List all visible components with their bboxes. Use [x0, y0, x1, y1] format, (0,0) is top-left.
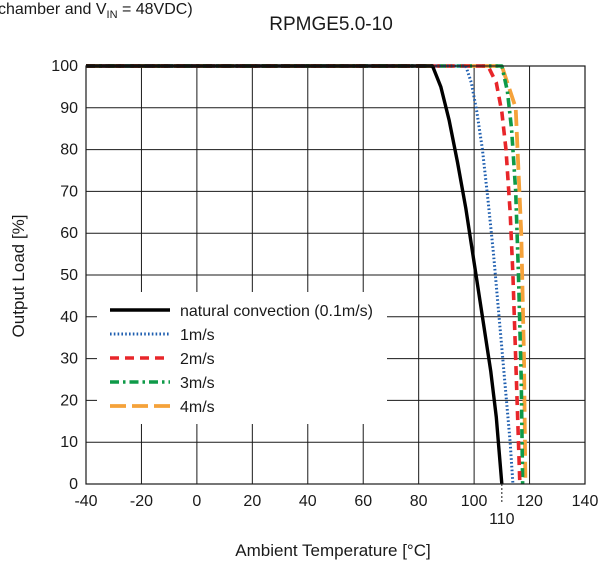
- y-tick-label: 80: [60, 142, 78, 159]
- x-tick-label: 80: [410, 493, 428, 510]
- annotation-label: 110: [489, 511, 515, 528]
- y-tick-label: 40: [60, 309, 78, 326]
- x-tick-label: 60: [354, 493, 372, 510]
- chart-title: RPMGE5.0-10: [269, 14, 393, 35]
- x-axis-ticks: -40 -20 0 20 40 60 80 100 120 140: [74, 493, 598, 510]
- y-axis-ticks: 0 10 20 30 40 50 60 70 80 90 100: [51, 58, 78, 493]
- series-line-2: [86, 64, 522, 485]
- y-tick-label: 30: [60, 351, 78, 368]
- header-fragment: chamber and VIN = 48VDC): [0, 1, 193, 21]
- series-line-3: [86, 64, 525, 485]
- legend-label-1: 1m/s: [180, 327, 215, 344]
- y-tick-label: 20: [60, 392, 78, 409]
- legend-label-2: 2m/s: [180, 351, 215, 368]
- y-tick-label: 0: [69, 476, 78, 493]
- plot-border: [85, 65, 586, 485]
- series-line-0: [86, 64, 504, 485]
- x-tick-label: 100: [461, 493, 488, 510]
- legend: natural convection (0.1m/s) 1m/s 2m/s 3m/s 4…: [97, 292, 387, 424]
- y-axis-title: Output Load [%]: [9, 215, 28, 338]
- series-line-1: [86, 64, 515, 485]
- x-tick-label: -40: [74, 493, 97, 510]
- x-tick-label: 140: [572, 493, 599, 510]
- x-tick-label: 0: [192, 493, 201, 510]
- y-tick-label: 100: [51, 58, 78, 75]
- x-tick-label: 20: [243, 493, 261, 510]
- series-lines: [86, 64, 528, 485]
- y-tick-label: 90: [60, 100, 78, 117]
- x-tick-label: 120: [516, 493, 543, 510]
- series-line-4: [86, 64, 528, 485]
- legend-label-0: natural convection (0.1m/s): [180, 303, 373, 320]
- legend-label-4: 4m/s: [180, 399, 215, 416]
- plot-frame: [85, 65, 586, 485]
- y-tick-label: 70: [60, 183, 78, 200]
- x-tick-label: -20: [130, 493, 153, 510]
- y-tick-label: 50: [60, 267, 78, 284]
- y-tick-label: 10: [60, 434, 78, 451]
- x-axis-title: Ambient Temperature [°C]: [235, 541, 430, 560]
- x-tick-label: 40: [299, 493, 317, 510]
- annotation-110: 110: [489, 484, 515, 528]
- y-tick-label: 60: [60, 225, 78, 242]
- legend-label-3: 3m/s: [180, 375, 215, 392]
